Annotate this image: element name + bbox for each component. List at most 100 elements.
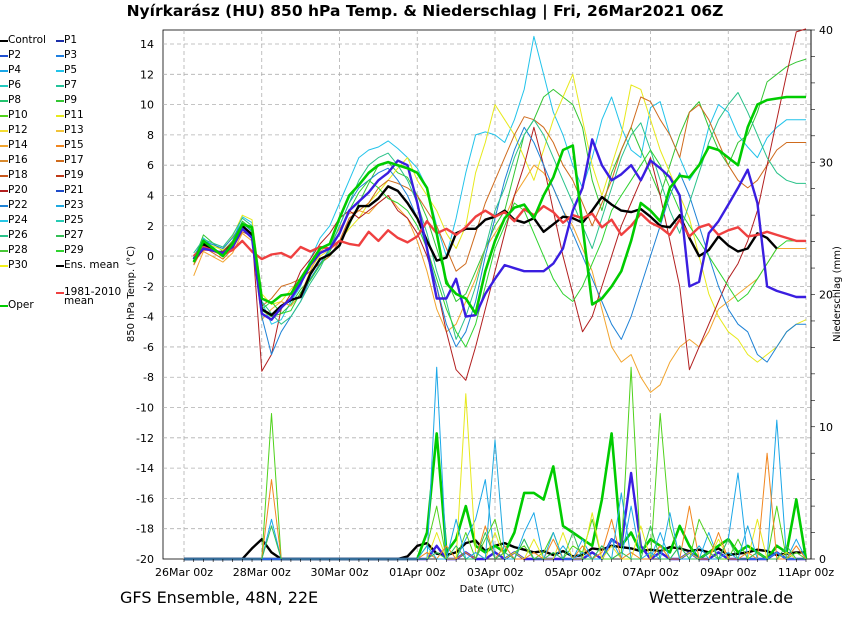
y-tick-label: 14 xyxy=(140,38,154,51)
legend-label: P29 xyxy=(64,244,84,256)
legend-label: P12 xyxy=(8,124,28,136)
legend-swatch xyxy=(0,100,8,102)
legend-swatch xyxy=(56,40,64,42)
x-tick-label: 30Mar 00z xyxy=(310,566,368,579)
legend-label: P16 xyxy=(8,154,28,166)
y-tick-label: 6 xyxy=(147,159,154,172)
legend-label: P23 xyxy=(64,199,84,211)
legend-swatch xyxy=(0,160,8,162)
legend-swatch xyxy=(0,175,8,177)
legend-swatch xyxy=(0,250,8,252)
legend-label: P26 xyxy=(8,229,28,241)
y2-tick-label: 20 xyxy=(819,289,833,302)
x-tick-label: 09Apr 00z xyxy=(700,566,757,579)
legend-swatch xyxy=(56,70,64,72)
legend-swatch xyxy=(0,235,8,237)
legend-swatch xyxy=(56,235,64,237)
y2-tick-label: 30 xyxy=(819,156,833,169)
y-tick-label: -18 xyxy=(136,523,154,536)
y-tick-label: -20 xyxy=(136,553,154,566)
y-tick-label: -10 xyxy=(136,402,154,415)
legend-swatch xyxy=(56,145,64,147)
y-tick-label: -2 xyxy=(143,280,154,293)
temperature-layer xyxy=(192,28,807,393)
plot-frame xyxy=(162,29,812,560)
x-tick-label: 01Apr 00z xyxy=(389,566,446,579)
y-tick-label: 0 xyxy=(147,250,154,263)
legend-label: P10 xyxy=(8,109,28,121)
legend-swatch xyxy=(56,250,64,252)
legend-label: P13 xyxy=(64,124,84,136)
legend-swatch xyxy=(0,205,8,207)
legend-label: P20 xyxy=(8,184,28,196)
y2-tick-label: 40 xyxy=(819,24,833,37)
y-tick-label: -4 xyxy=(143,311,154,324)
legend-label: P3 xyxy=(64,49,78,61)
legend-label: 1981-2010 xyxy=(64,286,122,298)
legend-label: P2 xyxy=(8,49,22,61)
y-tick-label: 2 xyxy=(147,220,154,233)
legend-label: mean xyxy=(64,295,94,307)
footer-site: Wetterzentrale.de xyxy=(649,588,794,607)
legend-label: P11 xyxy=(64,109,84,121)
temp-line-p20 xyxy=(193,28,807,381)
x-tick-label: 05Apr 00z xyxy=(545,566,602,579)
legend-label: P22 xyxy=(8,199,28,211)
x-axis-title: Date (UTC) xyxy=(460,584,515,595)
chart-legend: Control P1 P2 P3 P4 P5 P6 P7 P8 P9 P10 P11 P12 P13 P14… xyxy=(0,33,135,323)
legend-swatch xyxy=(0,265,8,267)
x-tick-label: 26Mar 00z xyxy=(155,566,213,579)
temp-line-1981-2010-mean xyxy=(192,204,806,261)
y-tick-label: 8 xyxy=(147,129,154,142)
legend-swatch xyxy=(0,115,8,117)
temp-line-p1 xyxy=(192,138,806,321)
y-tick-label: 12 xyxy=(140,68,154,81)
footer-model: GFS Ensemble, 48N, 22E xyxy=(120,588,319,607)
y-tick-label: 4 xyxy=(147,189,154,202)
legend-label: P17 xyxy=(64,154,84,166)
axis-layer: 14121086420-2-4-6-8-10-12-14-16-18-2026M… xyxy=(136,24,834,579)
legend-swatch xyxy=(0,130,8,132)
legend-swatch xyxy=(56,205,64,207)
legend-label: P15 xyxy=(64,139,84,151)
legend-label: P19 xyxy=(64,169,84,181)
legend-swatch xyxy=(0,85,8,87)
x-tick-label: 07Apr 00z xyxy=(622,566,679,579)
precip-line-p4 xyxy=(184,366,807,560)
legend-swatch xyxy=(56,100,64,102)
legend-label: Ens. mean xyxy=(64,259,120,271)
legend-swatch xyxy=(0,145,8,147)
legend-swatch xyxy=(56,130,64,132)
legend-label: P25 xyxy=(64,214,84,226)
legend-label: P14 xyxy=(8,139,28,151)
y-tick-label: 10 xyxy=(140,99,154,112)
y2-tick-label: 0 xyxy=(819,553,826,566)
legend-label: P28 xyxy=(8,244,28,256)
legend-label: P21 xyxy=(64,184,84,196)
legend-swatch xyxy=(56,115,64,117)
legend-label: P27 xyxy=(64,229,84,241)
temp-line-oper xyxy=(192,95,806,315)
legend-swatch xyxy=(56,265,64,267)
y2-tick-label: 10 xyxy=(819,421,833,434)
y-tick-label: -6 xyxy=(143,341,154,354)
legend-swatch xyxy=(0,220,8,222)
legend-swatch xyxy=(0,190,8,192)
y-tick-label: -12 xyxy=(136,432,154,445)
y2-axis-title: Niederschlag (mm) xyxy=(832,246,843,342)
legend-label: P24 xyxy=(8,214,28,226)
precip-line-oper xyxy=(184,432,808,561)
legend-swatch xyxy=(56,85,64,87)
chart-title: Nyírkarász (HU) 850 hPa Temp. & Niedersc… xyxy=(126,2,724,20)
legend-label: Oper xyxy=(8,299,34,311)
precip-layer xyxy=(184,366,808,561)
legend-swatch xyxy=(0,55,8,57)
legend-label: P9 xyxy=(64,94,78,106)
legend-label: P30 xyxy=(8,259,28,271)
legend-swatch xyxy=(56,220,64,222)
legend-swatch xyxy=(0,70,8,72)
legend-label: P8 xyxy=(8,94,22,106)
y-tick-label: -14 xyxy=(136,462,154,475)
legend-swatch xyxy=(0,305,8,307)
